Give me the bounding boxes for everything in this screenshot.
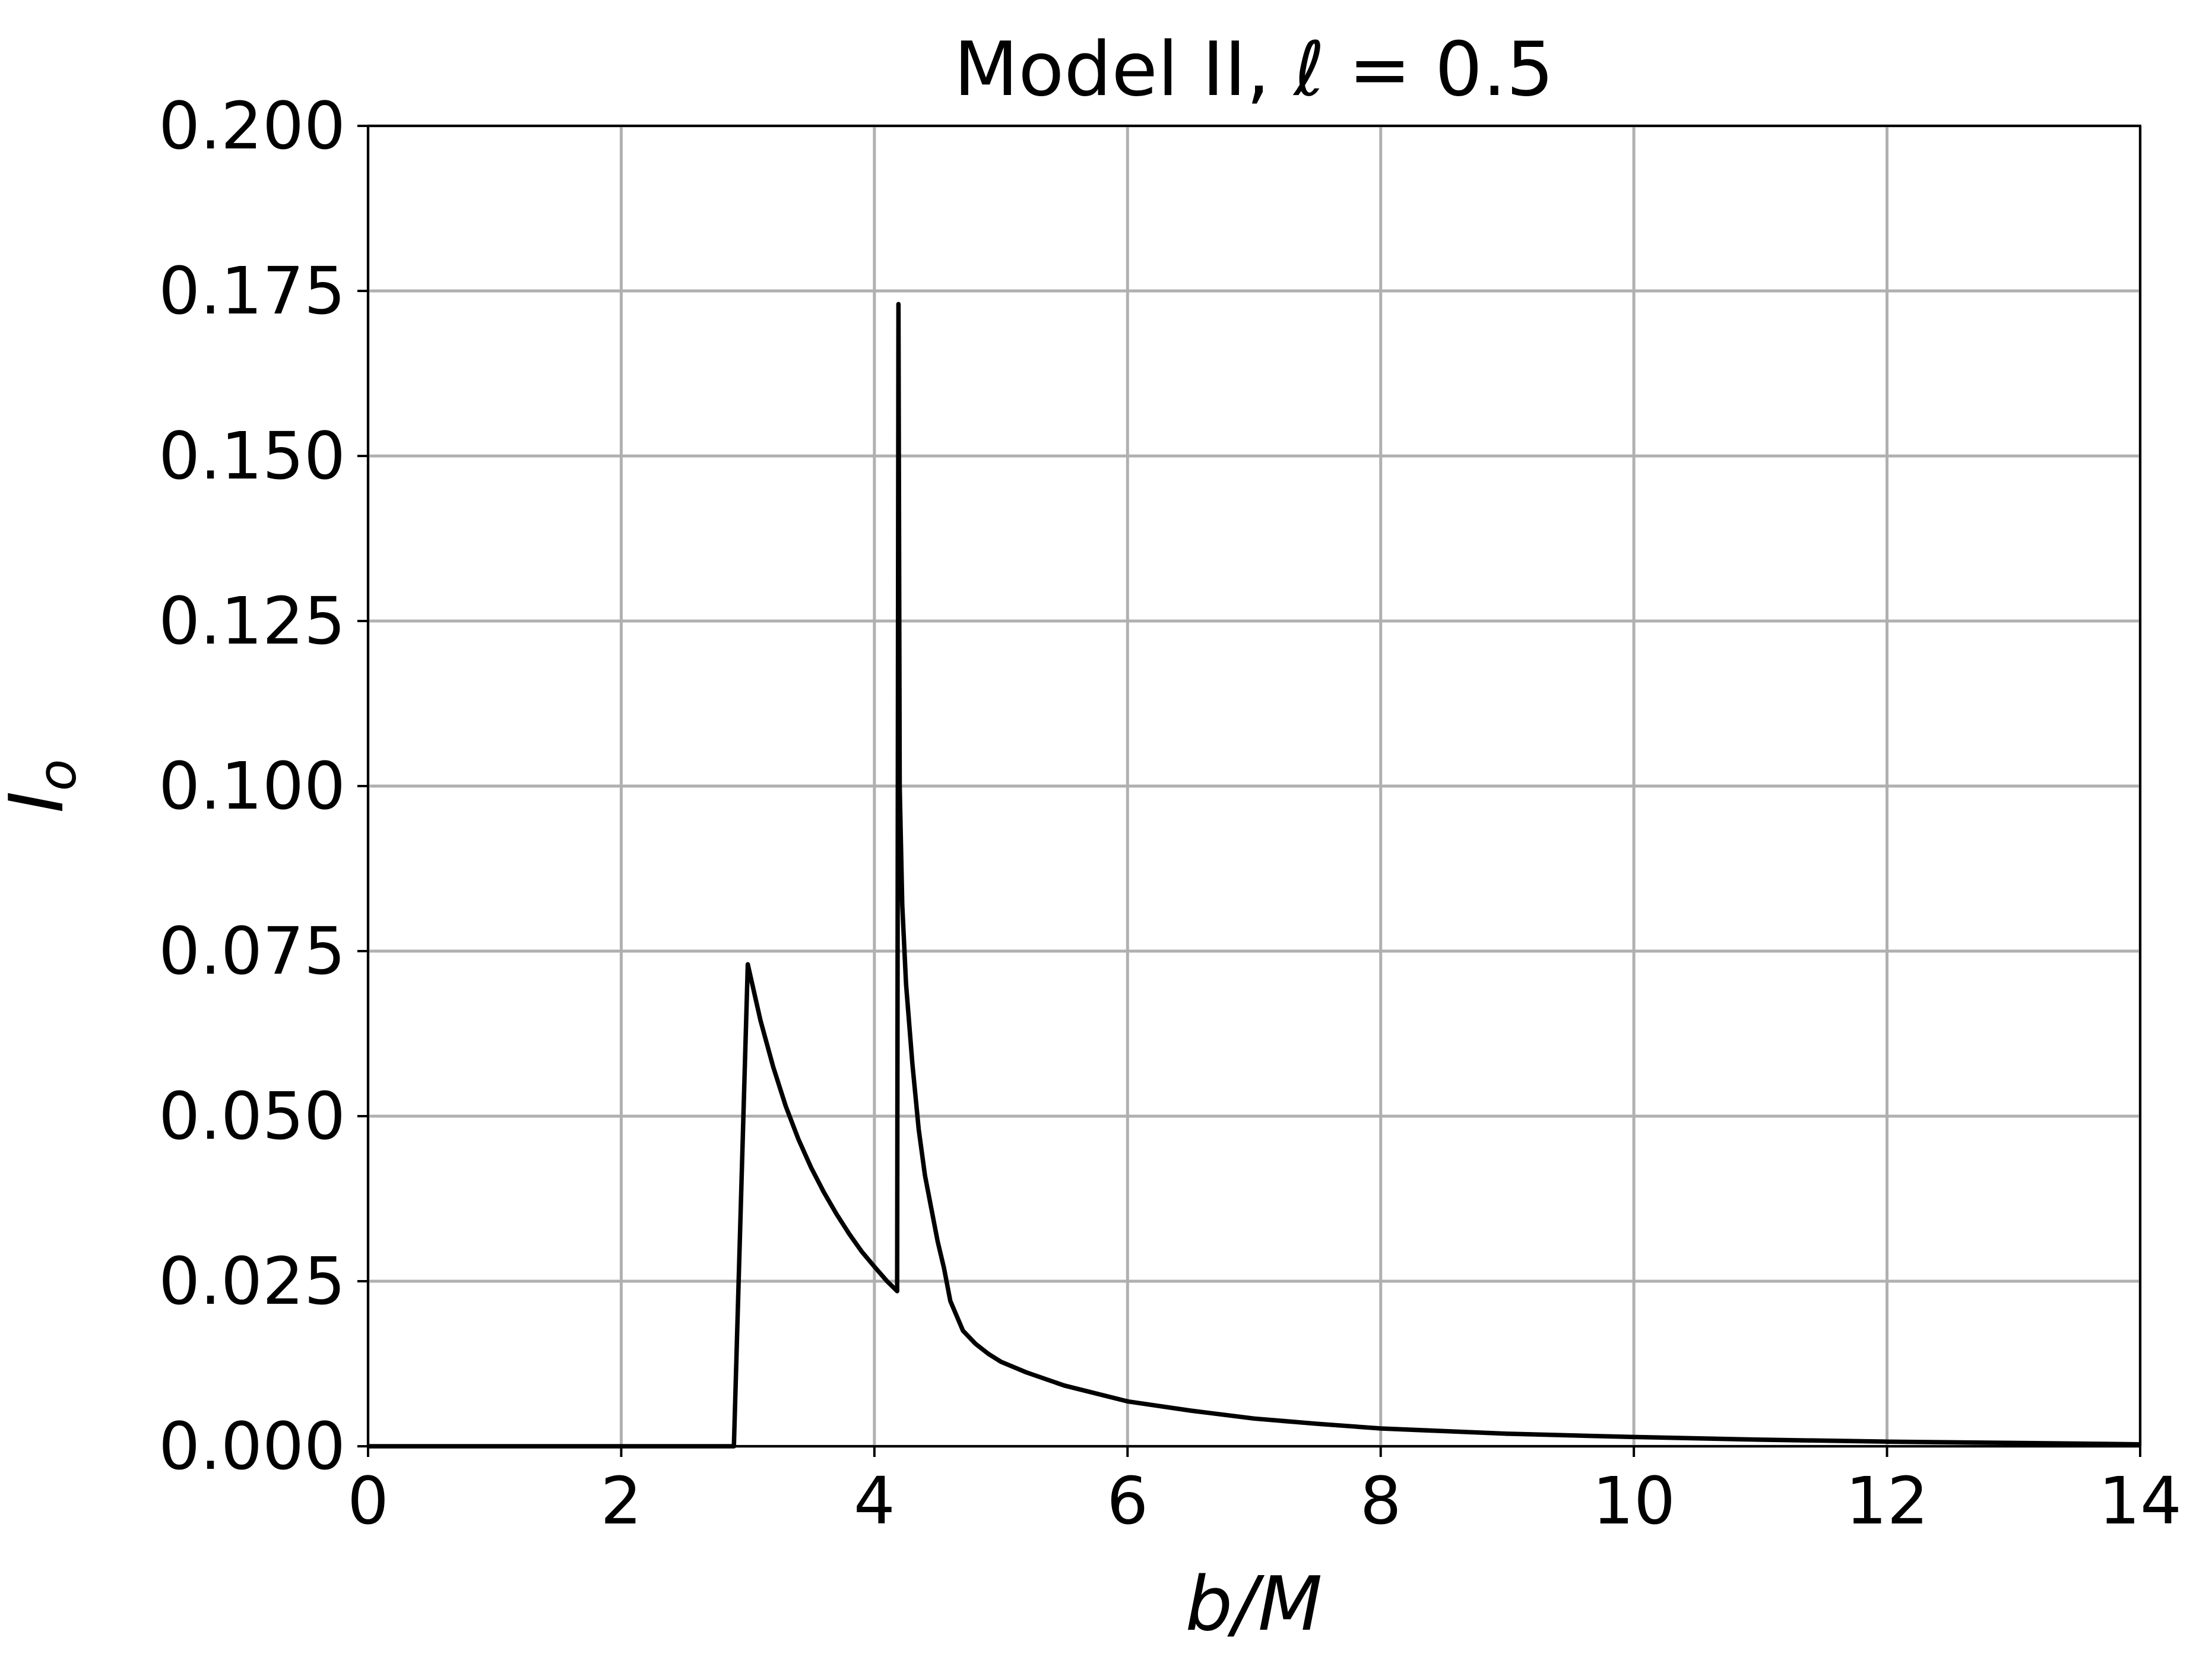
axis-ticks: 0 2 4 6 8 10 12 14 0.000 0.025 0.050 0.075 0.100 0.12… (159, 88, 2182, 1539)
y-tick-label: 0.175 (159, 253, 346, 329)
y-tick-label: 0.150 (159, 418, 346, 494)
x-tick-label: 4 (854, 1463, 895, 1539)
chart-title: Model II, ℓ = 0.5 (954, 26, 1554, 113)
x-tick-label: 10 (1592, 1463, 1675, 1539)
x-axis-label: b/M (1185, 1560, 1322, 1648)
y-tick-label: 0.125 (159, 583, 346, 659)
x-tick-label: 0 (347, 1463, 389, 1539)
y-tick-label: 0.000 (159, 1408, 346, 1484)
y-tick-label: 0.050 (159, 1078, 346, 1154)
x-tick-label: 6 (1107, 1463, 1148, 1539)
series-line (368, 302, 2141, 1449)
y-tick-label: 0.075 (159, 913, 346, 989)
y-tick-label: 0.200 (159, 88, 346, 164)
y-tick-label: 0.100 (159, 748, 346, 824)
y-tick-label: 0.025 (159, 1243, 346, 1319)
series-layer (368, 302, 2141, 1449)
x-tick-label: 8 (1360, 1463, 1402, 1539)
x-tick-label: 12 (1846, 1463, 1929, 1539)
x-tick-label: 2 (600, 1463, 642, 1539)
x-tick-label: 14 (2099, 1463, 2182, 1539)
